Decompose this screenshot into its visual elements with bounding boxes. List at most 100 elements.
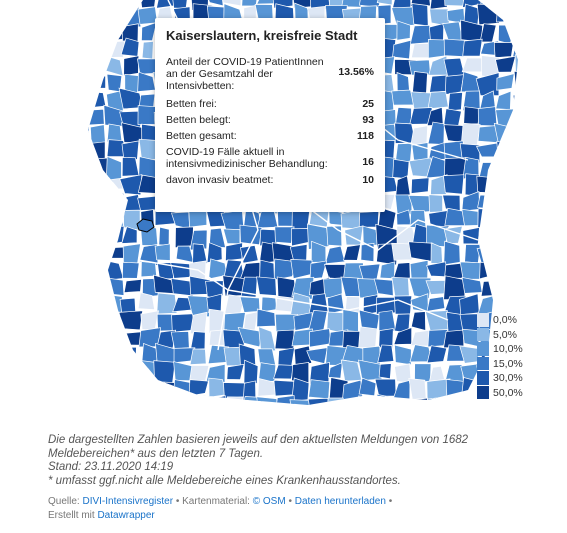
district-area[interactable] (425, 310, 450, 332)
district-area[interactable] (48, 295, 58, 316)
district-area[interactable] (48, 143, 55, 160)
district-area[interactable] (103, 40, 126, 58)
district-area[interactable] (273, 364, 295, 380)
district-area[interactable] (443, 0, 465, 7)
district-area[interactable] (357, 278, 379, 299)
district-area[interactable] (69, 91, 92, 109)
district-area[interactable] (122, 381, 145, 400)
district-area[interactable] (170, 331, 190, 350)
district-area[interactable] (426, 296, 446, 312)
district-area[interactable] (119, 174, 143, 196)
district-area[interactable] (140, 261, 157, 278)
district-area[interactable] (494, 227, 518, 247)
district-area[interactable] (239, 224, 263, 246)
district-area[interactable] (358, 377, 377, 397)
district-area[interactable] (54, 262, 72, 280)
district-area[interactable] (103, 207, 125, 229)
district-area[interactable] (463, 106, 481, 125)
district-area[interactable] (208, 227, 226, 248)
district-area[interactable] (73, 241, 89, 262)
district-area[interactable] (158, 226, 170, 246)
district-area[interactable] (141, 21, 158, 41)
district-area[interactable] (411, 71, 428, 96)
district-area[interactable] (71, 7, 91, 23)
district-area[interactable] (54, 176, 70, 195)
district-area[interactable] (87, 381, 107, 399)
district-area[interactable] (70, 277, 89, 299)
district-area[interactable] (410, 311, 426, 331)
district-area[interactable] (170, 211, 191, 230)
district-area[interactable] (72, 208, 92, 233)
district-area[interactable] (394, 363, 412, 384)
district-area[interactable] (141, 40, 154, 60)
district-area[interactable] (362, 415, 378, 420)
district-area[interactable] (426, 261, 447, 278)
district-area[interactable] (48, 21, 55, 41)
district-area[interactable] (69, 362, 92, 387)
district-area[interactable] (88, 141, 106, 161)
district-area[interactable] (497, 208, 511, 231)
district-area[interactable] (443, 38, 467, 58)
district-area[interactable] (274, 395, 296, 416)
district-area[interactable] (153, 360, 176, 385)
district-area[interactable] (394, 344, 412, 366)
district-area[interactable] (511, 159, 518, 178)
district-area[interactable] (88, 415, 104, 420)
district-area[interactable] (496, 156, 513, 182)
district-area[interactable] (492, 260, 518, 284)
district-area[interactable] (88, 91, 107, 109)
district-area[interactable] (156, 292, 178, 315)
district-area[interactable] (259, 412, 276, 420)
district-area[interactable] (104, 379, 125, 401)
district-area[interactable] (102, 396, 126, 416)
district-area[interactable] (53, 194, 75, 207)
district-area[interactable] (70, 308, 91, 330)
district-area[interactable] (54, 91, 72, 105)
district-area[interactable] (358, 326, 378, 349)
district-area[interactable] (273, 258, 297, 281)
district-area[interactable] (70, 173, 92, 199)
district-area[interactable] (48, 126, 54, 140)
district-area[interactable] (427, 396, 448, 417)
district-area[interactable] (103, 22, 126, 41)
district-area[interactable] (55, 213, 70, 231)
district-area[interactable] (460, 122, 481, 148)
district-area[interactable] (103, 277, 125, 296)
district-area[interactable] (513, 142, 518, 162)
district-area[interactable] (102, 293, 123, 313)
district-area[interactable] (103, 360, 128, 382)
district-area[interactable] (103, 259, 124, 281)
district-area[interactable] (261, 296, 278, 313)
district-area[interactable] (74, 294, 87, 313)
district-area[interactable] (103, 329, 129, 350)
district-area[interactable] (104, 346, 126, 365)
datawrapper-link[interactable]: Datawrapper (97, 510, 155, 521)
district-area[interactable] (480, 280, 497, 297)
district-area[interactable] (243, 311, 259, 331)
district-area[interactable] (122, 261, 140, 279)
district-area[interactable] (358, 395, 380, 419)
district-area[interactable] (104, 417, 124, 420)
district-area[interactable] (325, 397, 347, 416)
district-area[interactable] (102, 54, 124, 77)
district-area[interactable] (57, 348, 74, 366)
district-area[interactable] (476, 175, 497, 194)
district-area[interactable] (102, 192, 126, 210)
district-area[interactable] (53, 38, 72, 56)
district-area[interactable] (48, 192, 55, 211)
district-area[interactable] (497, 277, 512, 301)
district-area[interactable] (496, 73, 515, 91)
district-area[interactable] (515, 211, 518, 229)
district-area[interactable] (426, 345, 448, 364)
district-area[interactable] (87, 108, 105, 126)
district-area[interactable] (118, 397, 143, 415)
district-area[interactable] (70, 379, 93, 396)
district-area[interactable] (377, 413, 393, 420)
district-area[interactable] (205, 280, 224, 299)
district-area[interactable] (121, 226, 138, 244)
district-area[interactable] (429, 0, 449, 10)
district-area[interactable] (343, 244, 361, 261)
district-area[interactable] (54, 244, 68, 263)
district-area[interactable] (88, 260, 110, 279)
district-area[interactable] (410, 417, 428, 420)
